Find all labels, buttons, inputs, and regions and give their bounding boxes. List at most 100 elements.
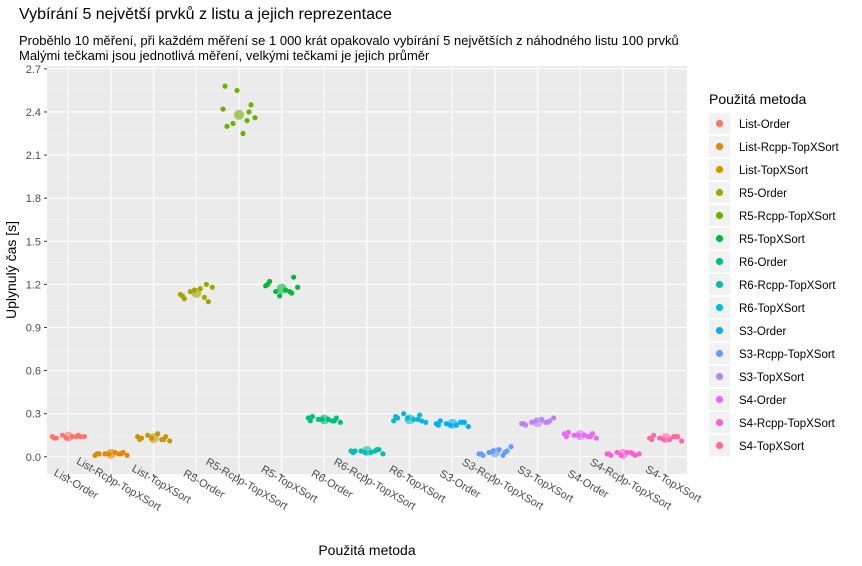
data-point xyxy=(372,448,378,454)
data-point xyxy=(628,449,634,456)
series-List-TopXSort xyxy=(135,431,173,444)
mean-point xyxy=(148,433,159,444)
legend-label: R6-Rcpp-TopXSort xyxy=(739,280,836,292)
data-point xyxy=(209,284,215,290)
mean-point xyxy=(319,414,330,425)
mean-point xyxy=(532,417,543,428)
legend-swatch xyxy=(715,234,724,243)
data-point xyxy=(651,432,657,438)
data-point xyxy=(252,115,258,121)
data-point xyxy=(205,299,211,305)
y-tick-label: 1.8 xyxy=(26,193,41,205)
mean-point xyxy=(191,287,202,298)
legend-item: R6-Rcpp-TopXSort xyxy=(709,274,836,295)
legend-item: S3-Rcpp-TopXSort xyxy=(709,343,836,364)
data-point xyxy=(92,452,98,458)
data-point xyxy=(201,294,207,300)
mean-point xyxy=(660,433,671,444)
data-point xyxy=(177,291,183,298)
data-point xyxy=(248,102,254,108)
data-point xyxy=(49,434,55,440)
legend-title: Použitá metoda xyxy=(709,91,806,107)
data-point xyxy=(457,419,463,425)
data-point xyxy=(267,278,273,285)
series-List-Rcpp-TopXSort xyxy=(92,448,130,459)
legend-swatch xyxy=(715,395,724,404)
data-point xyxy=(476,451,482,457)
data-point xyxy=(636,451,642,457)
legend-swatch xyxy=(715,372,724,381)
legend-swatch xyxy=(715,280,724,289)
legend-item: R5-TopXSort xyxy=(709,228,806,249)
mean-point xyxy=(618,448,628,459)
data-point xyxy=(437,418,443,424)
series-S4-Order xyxy=(561,429,599,441)
legend-item: R5-Order xyxy=(709,182,787,203)
y-axis-title: Uplynulý čas [s] xyxy=(3,221,19,319)
legend-label: List-TopXSort xyxy=(739,165,809,177)
legend-item: List-Order xyxy=(709,113,790,134)
legend-swatch xyxy=(715,165,724,174)
chart-title: Vybírání 5 největší prvků z listu a jeji… xyxy=(19,6,392,23)
data-point xyxy=(139,435,145,441)
legend-label: S4-Rcpp-TopXSort xyxy=(739,418,836,430)
legend-swatch xyxy=(715,303,724,312)
mean-point xyxy=(106,448,116,459)
series-R5-TopXSort xyxy=(263,274,301,299)
legend-swatch xyxy=(715,418,724,427)
mean-point xyxy=(276,283,287,294)
data-point xyxy=(277,293,283,299)
chart-subtitle-line-2: Malými tečkami jsou jednotlivá měření, v… xyxy=(19,48,430,63)
legend-swatch xyxy=(715,441,724,450)
legend-swatch xyxy=(715,326,724,335)
data-point xyxy=(480,452,486,458)
data-point xyxy=(415,416,421,423)
data-point xyxy=(116,451,122,457)
y-tick-label: 0.3 xyxy=(26,409,41,421)
legend-item: List-TopXSort xyxy=(709,159,809,180)
legend-label: R6-TopXSort xyxy=(739,303,806,315)
data-point xyxy=(433,421,439,427)
data-point xyxy=(224,123,230,129)
legend-item: List-Rcpp-TopXSort xyxy=(709,136,840,157)
series-S3-Rcpp-TopXSort xyxy=(476,444,514,458)
data-point xyxy=(465,423,471,430)
y-tick-label: 1.5 xyxy=(26,236,41,248)
legend-swatch xyxy=(715,349,724,358)
data-point xyxy=(181,296,187,302)
legend-label: S3-Rcpp-TopXSort xyxy=(739,349,836,361)
legend-swatch xyxy=(715,142,724,151)
legend-label: R5-Order xyxy=(739,188,787,200)
data-point xyxy=(395,415,401,421)
legend-item: R5-Rcpp-TopXSort xyxy=(709,205,836,226)
mean-point xyxy=(447,418,458,429)
series-S4-Rcpp-TopXSort xyxy=(604,448,642,459)
data-point xyxy=(523,422,529,428)
legend-item: S3-Order xyxy=(709,320,786,341)
data-point xyxy=(551,415,557,421)
data-point xyxy=(508,444,514,450)
mean-point xyxy=(575,430,586,441)
y-tick-label: 2.4 xyxy=(26,107,41,119)
data-point xyxy=(220,106,226,112)
legend-item: R6-TopXSort xyxy=(709,297,806,318)
chart-subtitle-line-1: Proběhlo 10 měření, při každém měření se… xyxy=(19,33,679,48)
mean-point xyxy=(404,414,415,425)
x-axis-title: Použitá metoda xyxy=(318,542,415,558)
data-point xyxy=(135,434,141,440)
data-point xyxy=(500,452,506,458)
data-point xyxy=(604,451,610,457)
legend-label: S4-TopXSort xyxy=(739,441,805,453)
mean-point xyxy=(362,446,372,457)
data-point xyxy=(203,281,209,287)
legend-label: List-Rcpp-TopXSort xyxy=(739,142,840,154)
legend-label: R6-Order xyxy=(739,257,787,269)
legend-label: R5-TopXSort xyxy=(739,234,806,246)
mean-point xyxy=(234,109,244,120)
y-tick-label: 0.6 xyxy=(26,366,41,378)
data-point xyxy=(124,452,130,458)
y-tick-label: 0.0 xyxy=(26,452,41,464)
mean-point xyxy=(63,431,74,442)
data-point xyxy=(423,419,429,425)
